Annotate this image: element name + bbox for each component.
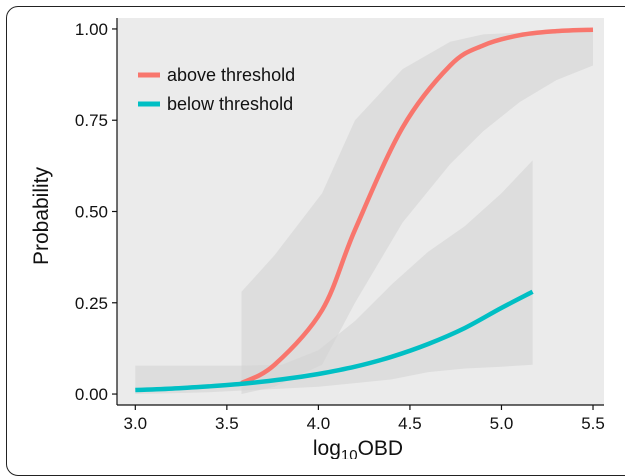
x-axis-title: log10OBD (313, 437, 403, 459)
confidence-band-above (241, 29, 593, 394)
y-tick-label: 0.50 (75, 203, 108, 222)
confidence-bands (117, 18, 604, 405)
legend: above threshold below threshold (138, 65, 295, 114)
y-tick-label: 0.75 (75, 111, 108, 130)
legend-label-above: above threshold (167, 65, 295, 85)
series-lines (135, 27, 594, 393)
x-tick-label: 3.0 (123, 414, 147, 433)
x-tick-label: 3.5 (215, 414, 239, 433)
axes: 0.00 0.25 0.50 0.75 1.00 3.0 3.5 4.0 4.5 5.0 5.5 (75, 18, 605, 433)
x-tick-label: 5.5 (581, 414, 605, 433)
confidence-band-below (135, 160, 533, 394)
x-tick-label: 4.0 (307, 414, 331, 433)
y-axis-title: Probability (30, 166, 53, 265)
y-tick-label: 0.25 (75, 294, 108, 313)
probability-chart: 0.00 0.25 0.50 0.75 1.00 3.0 3.5 4.0 4.5 5.0 5.5 a… (30, 18, 605, 459)
x-tick-label: 5.0 (490, 414, 514, 433)
x-tick-label: 4.5 (398, 414, 422, 433)
y-tick-label: 1.00 (75, 20, 108, 39)
series-line-above-threshold (240, 27, 594, 386)
legend-label-below: below threshold (167, 94, 293, 114)
y-tick-label: 0.00 (75, 385, 108, 404)
series-line-below-threshold (135, 289, 534, 393)
